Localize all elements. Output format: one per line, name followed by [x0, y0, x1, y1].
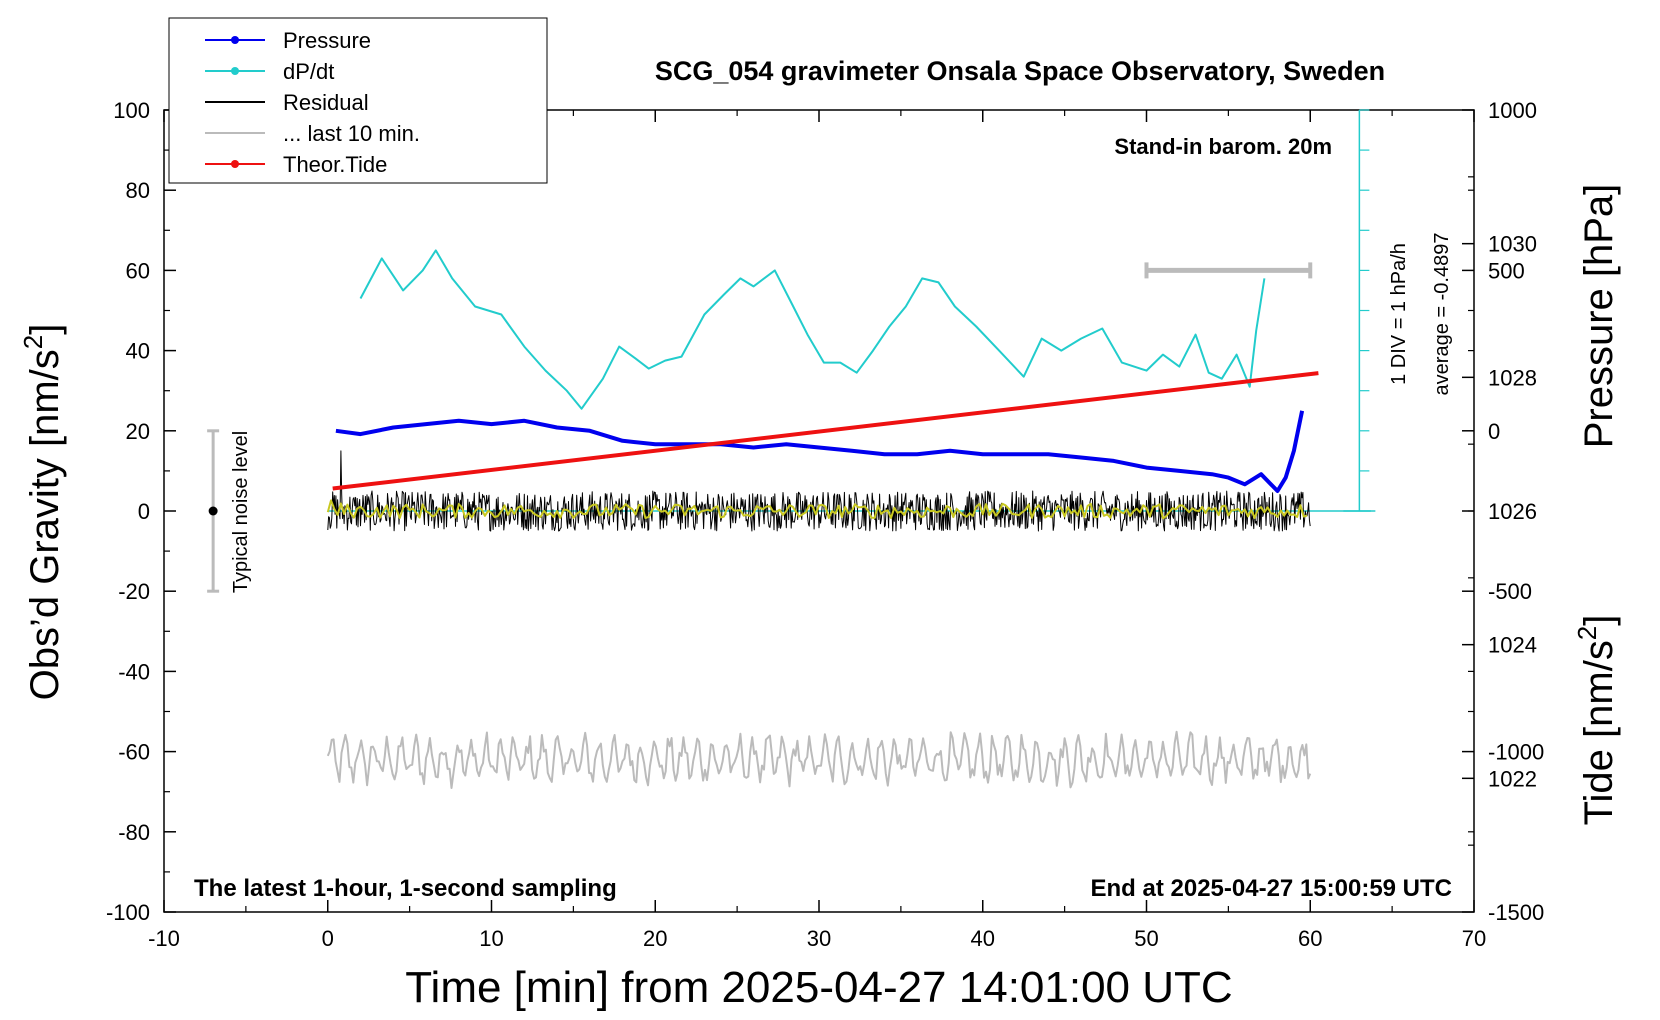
y-axis-title-pressure: Pressure [hPa]: [1577, 184, 1621, 449]
pressure-tick-label: 1022: [1488, 766, 1537, 791]
y-axis-title-left-end: ]: [23, 324, 67, 335]
legend-label: dP/dt: [283, 59, 334, 84]
y-tick-label: 60: [126, 258, 150, 283]
y-tick-label: -40: [118, 659, 150, 684]
y-tick-label: 0: [138, 499, 150, 524]
y-axis-title-left-main: Obs’d Gravity [nm/s: [23, 349, 67, 700]
series-tide-line: [332, 371, 1319, 491]
pressure-tick-label: 1028: [1488, 365, 1537, 390]
y-axis-title-left: Obs’d Gravity [nm/s2]: [18, 324, 67, 701]
annotation-latest: The latest 1-hour, 1-second sampling: [194, 875, 617, 902]
y-axis-title-tide: Tide [nm/s2]: [1572, 615, 1621, 826]
tide-tick-label: -500: [1488, 579, 1532, 604]
x-tick-label: -10: [148, 926, 180, 951]
x-tick-label: 30: [807, 926, 831, 951]
y-tick-label: -80: [118, 820, 150, 845]
y-tick-label: -60: [118, 740, 150, 765]
y-axis-title-tide-sup: 2: [1572, 626, 1602, 640]
tide-axis-ticks: -1500 -1000 -500 0 500 1000: [1462, 98, 1544, 925]
pressure-tick-label: 1024: [1488, 633, 1537, 658]
y-tick-label: 80: [126, 178, 150, 203]
x-tick-label: 70: [1462, 926, 1486, 951]
series-dpdt-line: [359, 249, 1266, 410]
tide-tick-label: -1500: [1488, 900, 1544, 925]
chart-title: SCG_054 gravimeter Onsala Space Observat…: [655, 56, 1385, 86]
noise-bar-center: [208, 506, 218, 516]
legend-marker: [231, 67, 239, 75]
x-tick-label: 60: [1298, 926, 1322, 951]
annotation-barometer: Stand-in barom. 20m: [1114, 134, 1332, 159]
tide-tick-label: 0: [1488, 419, 1500, 444]
y-tick-label: 40: [126, 339, 150, 364]
pressure-tick-label: 1030: [1488, 232, 1537, 257]
legend-label: Residual: [283, 90, 369, 115]
legend-label: ... last 10 min.: [283, 121, 420, 146]
legend-marker: [231, 160, 239, 168]
annotation-end-at: End at 2025-04-27 15:00:59 UTC: [1091, 875, 1453, 902]
x-tick-label: 40: [971, 926, 995, 951]
series-residual-smoothed-line: [326, 499, 1308, 520]
annotation-noise: Typical noise level: [230, 431, 252, 593]
annotation-div: 1 DIV = 1 hPa/h: [1388, 243, 1410, 385]
legend-box: [168, 17, 548, 184]
pressure-axis-ticks: 1022 1024 1026 1028 1030: [1462, 176, 1537, 846]
y-tick-label: -100: [106, 900, 150, 925]
y-tick-label: -20: [118, 579, 150, 604]
tide-tick-label: -1000: [1488, 740, 1544, 765]
tide-tick-label: 500: [1488, 258, 1525, 283]
y-tick-label: 20: [126, 419, 150, 444]
y-axis-title-left-sup: 2: [18, 335, 48, 349]
tide-tick-label: 1000: [1488, 98, 1537, 123]
series-group: [326, 249, 1319, 789]
legend-label: Theor.Tide: [283, 152, 387, 177]
y-axis-title-tide-main: Tide [nm/s: [1577, 640, 1621, 825]
series-pressure-line: [335, 410, 1305, 493]
legend-marker: [231, 36, 239, 44]
pressure-tick-label: 1026: [1488, 499, 1537, 524]
x-tick-label: 0: [322, 926, 334, 951]
series-last10-line: [326, 730, 1312, 789]
x-tick-label: 20: [643, 926, 667, 951]
x-axis-ticks: -10 0 10 20 30 40 50 60 70: [148, 110, 1486, 951]
y-axis-title-tide-end: ]: [1577, 615, 1621, 626]
legend: Pressure dP/dt Residual ... last 10 min. The…: [168, 17, 548, 184]
y-tick-label: 100: [113, 98, 150, 123]
legend-label: Pressure: [283, 28, 371, 53]
extras-group: [207, 262, 1313, 593]
x-tick-label: 50: [1134, 926, 1158, 951]
annotation-average: average = -0.4897: [1431, 233, 1453, 396]
x-tick-label: 10: [479, 926, 503, 951]
x-axis-title: Time [min] from 2025-04-27 14:01:00 UTC: [405, 963, 1232, 1012]
y-axis-ticks: -100 -80 -60 -40 -20 0 20 40 60 80 100: [106, 98, 176, 925]
